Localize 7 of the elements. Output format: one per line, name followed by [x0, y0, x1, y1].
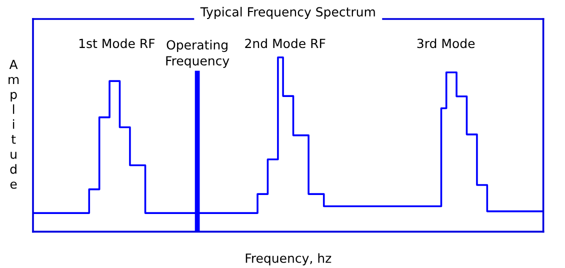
text: Amplitude	[8, 60, 19, 189]
annotation: Operating Frequency	[166, 40, 230, 68]
chart-title: Typical Frequency Spectrum	[200, 6, 375, 19]
x-axis-title: Frequency, hz	[246, 253, 332, 266]
text: 3rd Mode	[417, 38, 475, 48]
text: 1st Mode RF	[79, 38, 155, 48]
text: 2nd Mode RF	[245, 38, 326, 48]
